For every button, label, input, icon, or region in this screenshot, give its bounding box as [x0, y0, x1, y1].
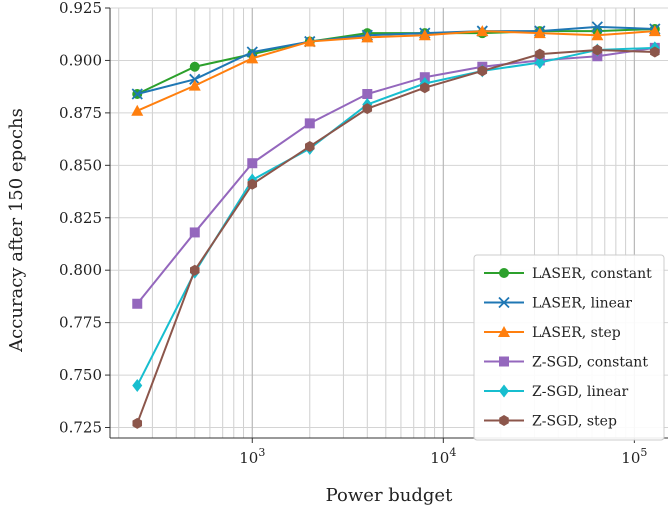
y-tick-label: 0.850 — [59, 156, 102, 174]
data-point — [132, 379, 143, 393]
legend-label: LASER, linear — [532, 296, 632, 312]
data-point — [533, 27, 546, 39]
y-tick-label: 0.775 — [59, 314, 102, 332]
legend-marker — [499, 268, 509, 278]
data-point — [189, 73, 201, 85]
data-point — [246, 52, 259, 64]
x-tick-label: 104 — [430, 446, 456, 467]
data-point — [476, 25, 489, 37]
legend-entry: Z-SGD, linear — [484, 384, 628, 400]
series-line — [136, 48, 655, 424]
data-point — [189, 227, 200, 238]
y-tick-label: 0.750 — [59, 366, 102, 384]
data-point — [591, 21, 603, 33]
data-point — [591, 29, 604, 41]
legend-label: LASER, step — [532, 325, 621, 341]
series-line — [136, 27, 655, 95]
y-tick-label: 0.875 — [59, 104, 102, 122]
legend-marker — [498, 296, 510, 309]
data-point — [650, 46, 660, 58]
series-line — [136, 30, 655, 112]
series-2 — [131, 25, 661, 116]
data-point — [131, 88, 143, 100]
legend-label: LASER, constant — [532, 266, 652, 282]
legend-marker — [498, 326, 510, 337]
series-line — [137, 25, 655, 95]
legend-label: Z-SGD, linear — [532, 384, 628, 400]
data-point — [246, 46, 258, 58]
data-point — [188, 79, 201, 91]
legend-label: Z-SGD, step — [532, 414, 617, 430]
data-point — [648, 25, 661, 37]
data-point — [418, 29, 431, 41]
legend-box — [473, 254, 665, 441]
data-point — [305, 140, 315, 152]
x-tick-label: 105 — [621, 446, 647, 467]
data-point — [304, 118, 315, 129]
data-point — [131, 104, 144, 116]
legend-label: Z-SGD, constant — [532, 355, 648, 371]
data-point — [420, 82, 430, 94]
data-point — [132, 298, 143, 309]
legend-entry: Z-SGD, step — [484, 414, 617, 430]
data-point — [534, 56, 545, 70]
legend-entry: LASER, step — [484, 325, 621, 341]
series-line — [136, 46, 655, 305]
data-point — [303, 35, 316, 47]
y-tick-label: 0.725 — [59, 419, 102, 437]
data-point — [535, 48, 545, 60]
legend-entry: Z-SGD, constant — [484, 355, 648, 371]
x-axis-label: Power budget — [326, 485, 453, 506]
data-point — [190, 264, 200, 276]
data-point — [362, 103, 373, 115]
x-tick-label: 103 — [239, 446, 265, 467]
data-point — [361, 31, 374, 43]
y-tick-label: 0.925 — [59, 0, 102, 17]
data-point — [247, 178, 258, 190]
data-point — [592, 44, 603, 56]
legend-marker — [499, 384, 509, 398]
data-point — [189, 61, 200, 72]
legend-entry: LASER, linear — [484, 296, 632, 312]
legend-marker — [499, 415, 509, 426]
y-axis-label: Accuracy after 150 epochs — [6, 108, 27, 353]
series-5 — [132, 44, 660, 429]
data-point — [362, 89, 373, 99]
y-tick-label: 0.900 — [59, 51, 102, 69]
data-point — [477, 65, 488, 77]
data-point — [132, 417, 143, 429]
legend-marker — [499, 356, 509, 367]
y-tick-label: 0.800 — [59, 261, 102, 279]
legend-entry: LASER, constant — [484, 266, 652, 282]
y-tick-label: 0.825 — [59, 209, 102, 227]
data-point — [247, 158, 258, 169]
